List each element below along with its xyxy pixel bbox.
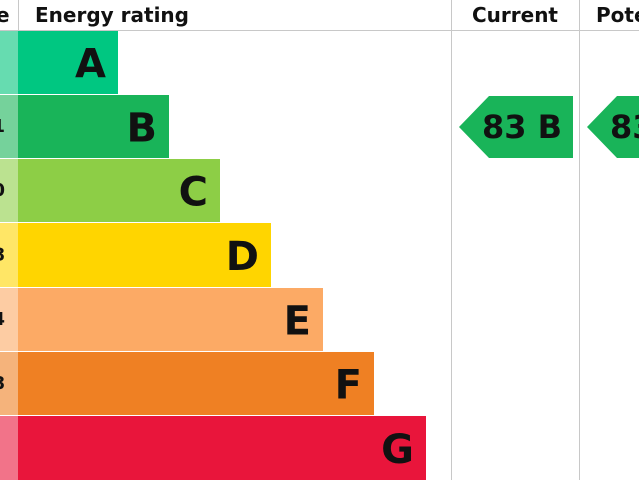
band-score: 4 xyxy=(0,309,5,330)
rating-bar xyxy=(18,416,426,480)
rating-bar xyxy=(18,223,271,287)
current-label: 83 B xyxy=(482,108,562,146)
rating-header: Energy rating xyxy=(35,3,189,27)
score-cell xyxy=(0,159,18,222)
score-cell xyxy=(0,288,18,351)
potential-label: 83 xyxy=(610,108,639,146)
score-cell xyxy=(0,223,18,287)
band-score: 8 xyxy=(0,373,5,394)
score-header: e xyxy=(0,3,10,27)
rating-bar xyxy=(18,288,323,351)
band-letter: E xyxy=(284,299,311,345)
current-badge xyxy=(459,96,573,158)
score-cell xyxy=(0,95,18,158)
score-cell xyxy=(0,31,18,94)
band-score: 1 xyxy=(0,116,5,137)
band-score: 0 xyxy=(0,180,5,201)
band-score: 8 xyxy=(0,245,5,266)
band-letter: C xyxy=(179,170,208,216)
score-cell xyxy=(0,416,18,480)
band-letter: D xyxy=(226,234,259,280)
rating-bar xyxy=(18,352,374,415)
band-letter: F xyxy=(335,363,362,409)
band-letter: B xyxy=(127,106,158,152)
rating-bar xyxy=(18,95,169,158)
band-letter: A xyxy=(75,42,106,88)
potential-badge xyxy=(587,96,639,158)
rating-bar xyxy=(18,31,118,94)
rating-bar xyxy=(18,159,220,222)
score-cell xyxy=(0,352,18,415)
potential-header: Pote xyxy=(596,3,639,27)
current-header: Current xyxy=(472,3,558,27)
band-letter: G xyxy=(381,427,414,473)
